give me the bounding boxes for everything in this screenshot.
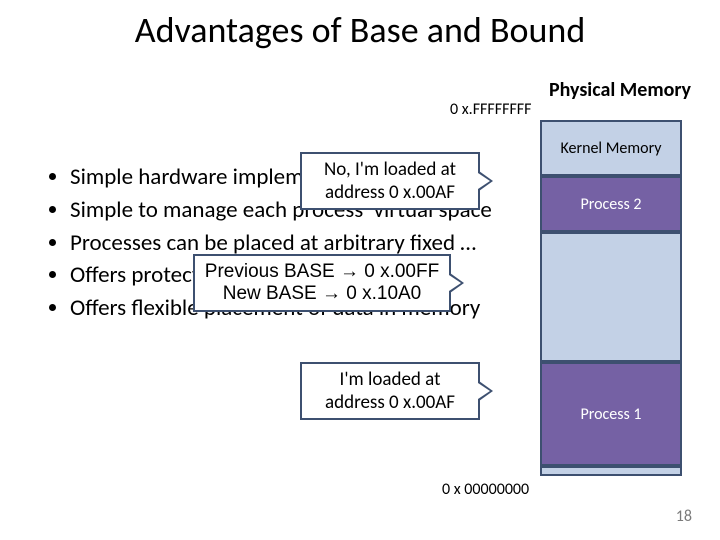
- addr-bottom-label: 0 x 00000000: [442, 480, 529, 499]
- callout-line: Previous BASE → 0 x.00FF: [205, 261, 439, 283]
- callout-line: address 0 x.00AF: [325, 181, 455, 204]
- mem-process-2: Process 2: [540, 176, 682, 232]
- mem-tail: [540, 466, 682, 476]
- callout-base-change: Previous BASE → 0 x.00FF New BASE → 0 x.…: [193, 254, 451, 312]
- physical-memory-label: Physical Memory: [540, 78, 700, 102]
- mem-gap: [540, 232, 682, 362]
- callout-line: No, I'm loaded at: [324, 158, 456, 181]
- mem-process-1: Process 1: [540, 362, 682, 466]
- callout-process1-loaded: I'm loaded at address 0 x.00AF: [300, 362, 480, 420]
- list-item: Processes can be placed at arbitrary fix…: [70, 229, 550, 258]
- callout-line: New BASE → 0 x.10A0: [223, 283, 422, 305]
- mem-kernel: Kernel Memory: [540, 120, 682, 176]
- callout-line: address 0 x.00AF: [325, 391, 455, 414]
- memory-column: Kernel Memory Process 2 Process 1: [540, 120, 682, 476]
- slide-number: 18: [676, 507, 692, 526]
- callout-line: I'm loaded at: [340, 368, 441, 391]
- addr-top-label: 0 x.FFFFFFFF: [450, 100, 532, 119]
- slide-title: Advantages of Base and Bound: [0, 8, 720, 52]
- callout-process2-loaded: No, I'm loaded at address 0 x.00AF: [300, 152, 480, 210]
